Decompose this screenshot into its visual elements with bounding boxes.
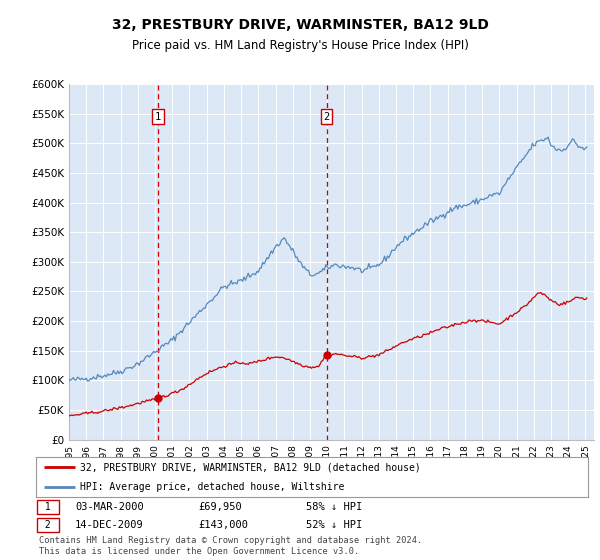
Text: 14-DEC-2009: 14-DEC-2009 [75, 520, 144, 530]
Text: 2: 2 [39, 520, 56, 530]
Text: 2: 2 [323, 111, 329, 122]
Text: Price paid vs. HM Land Registry's House Price Index (HPI): Price paid vs. HM Land Registry's House … [131, 39, 469, 52]
Text: 1: 1 [39, 502, 56, 512]
Text: £143,000: £143,000 [198, 520, 248, 530]
Text: Contains HM Land Registry data © Crown copyright and database right 2024.
This d: Contains HM Land Registry data © Crown c… [39, 536, 422, 556]
Text: 1: 1 [155, 111, 161, 122]
Text: £69,950: £69,950 [198, 502, 242, 512]
Text: 03-MAR-2000: 03-MAR-2000 [75, 502, 144, 512]
Text: 32, PRESTBURY DRIVE, WARMINSTER, BA12 9LD: 32, PRESTBURY DRIVE, WARMINSTER, BA12 9L… [112, 18, 488, 32]
Text: HPI: Average price, detached house, Wiltshire: HPI: Average price, detached house, Wilt… [80, 482, 344, 492]
Text: 32, PRESTBURY DRIVE, WARMINSTER, BA12 9LD (detached house): 32, PRESTBURY DRIVE, WARMINSTER, BA12 9L… [80, 462, 421, 472]
Text: 58% ↓ HPI: 58% ↓ HPI [306, 502, 362, 512]
Text: 52% ↓ HPI: 52% ↓ HPI [306, 520, 362, 530]
